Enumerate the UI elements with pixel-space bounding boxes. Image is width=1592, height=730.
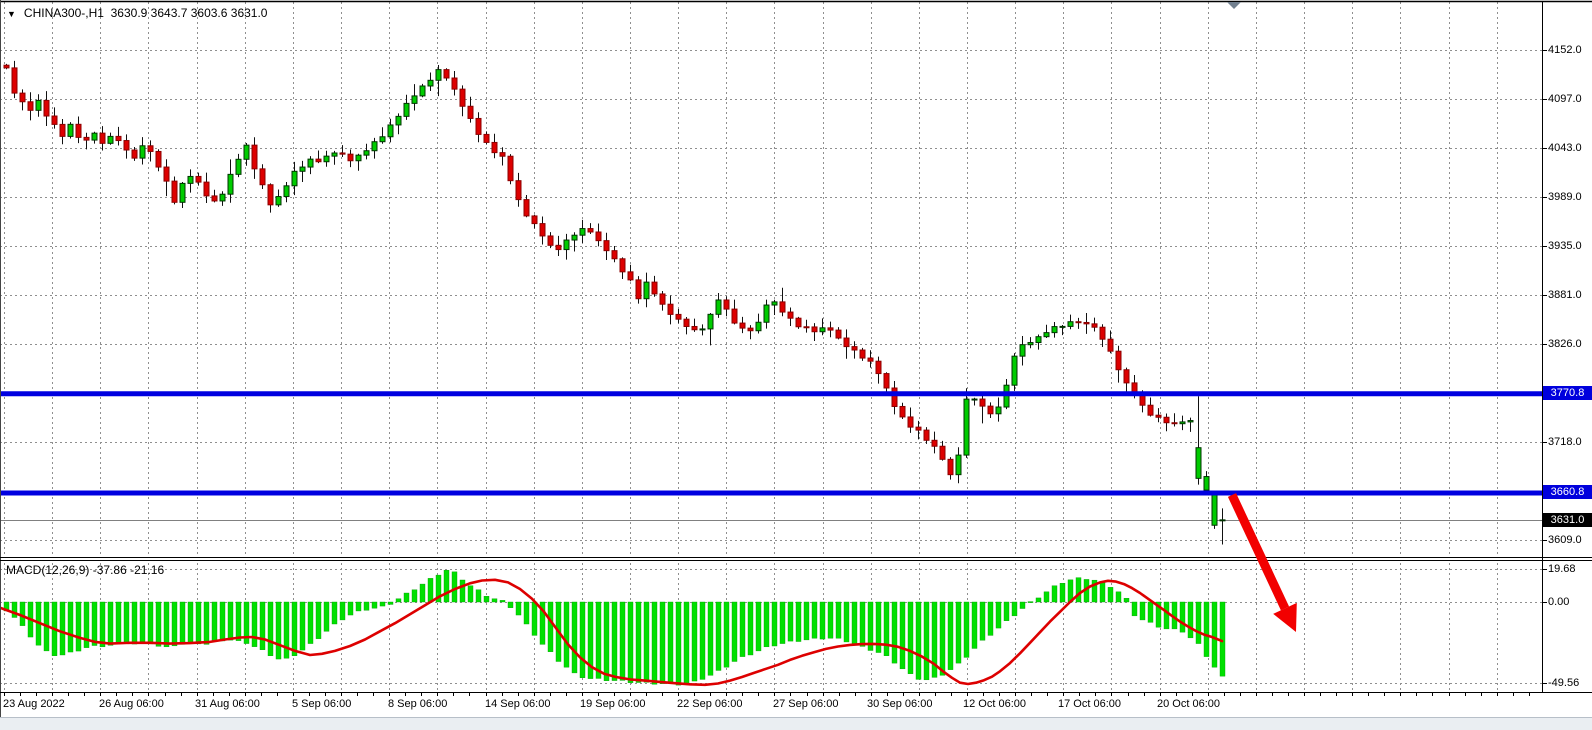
arrow-shaft[interactable]	[1227, 493, 1290, 611]
price-tick-label: 3935.0	[1548, 240, 1582, 252]
macd-tick-label: -49.56	[1548, 677, 1580, 689]
price-tick-label: 3609.0	[1548, 534, 1582, 546]
ohlc-open: 3630.9	[110, 6, 148, 20]
down-arrow-annotation[interactable]	[1227, 493, 1297, 632]
support-resistance-lines[interactable]	[0, 391, 1542, 496]
price-tick-label: 3718.0	[1548, 436, 1582, 448]
date-label: 22 Sep 06:00	[677, 698, 743, 710]
date-label: 14 Sep 06:00	[485, 698, 551, 710]
chart-shift-marker[interactable]	[1227, 2, 1241, 9]
date-label: 23 Aug 2022	[3, 698, 65, 710]
symbol-dropdown-icon[interactable]: ▼	[7, 9, 16, 19]
macd-tick-label: 0.00	[1548, 596, 1570, 608]
macd-indicator-label: MACD(12,26,9) -37.86 -21.16	[6, 563, 165, 577]
date-label: 20 Oct 06:00	[1157, 698, 1220, 710]
arrow-head[interactable]	[1273, 602, 1297, 632]
macd-signal-value: -21.16	[130, 563, 165, 577]
date-label: 12 Oct 06:00	[963, 698, 1026, 710]
price-tick-label: 3989.0	[1548, 191, 1582, 203]
price-tick-label: 3826.0	[1548, 338, 1582, 350]
window-bottom-strip	[0, 717, 1592, 730]
resistance-price-badge: 3770.8	[1543, 386, 1592, 400]
macd-histogram	[3, 570, 1226, 686]
price-tick-label: 3881.0	[1548, 289, 1582, 301]
date-label: 31 Aug 06:00	[195, 698, 260, 710]
date-label: 30 Sep 06:00	[867, 698, 933, 710]
macd-tick-label: 19.68	[1548, 563, 1576, 575]
symbol-info: ▼ CHINA300-,H1 3630.9 3643.7 3603.6 3631.…	[7, 6, 267, 20]
price-tick-label: 4097.0	[1548, 93, 1582, 105]
date-label: 19 Sep 06:00	[580, 698, 646, 710]
date-label: 26 Aug 06:00	[99, 698, 164, 710]
date-label: 27 Sep 06:00	[773, 698, 839, 710]
ohlc-low: 3603.6	[190, 6, 228, 20]
ohlc-high: 3643.7	[150, 6, 188, 20]
candlesticks	[3, 60, 1226, 545]
date-label: 17 Oct 06:00	[1058, 698, 1121, 710]
symbol-label: CHINA300-,H1	[23, 6, 104, 20]
grid	[0, 2, 1542, 691]
macd-signal-line	[0, 578, 1224, 687]
date-label: 8 Sep 06:00	[388, 698, 448, 710]
macd-main-value: -37.86	[92, 563, 127, 577]
last-price-badge: 3631.0	[1543, 513, 1592, 527]
support-price-badge: 3660.8	[1543, 485, 1592, 499]
price-tick-label: 4152.0	[1548, 44, 1582, 56]
date-label: 5 Sep 06:00	[292, 698, 352, 710]
price-tick-label: 4043.0	[1548, 142, 1582, 154]
ohlc-close: 3631.0	[230, 6, 268, 20]
axis-tick-marks	[4, 50, 1547, 696]
